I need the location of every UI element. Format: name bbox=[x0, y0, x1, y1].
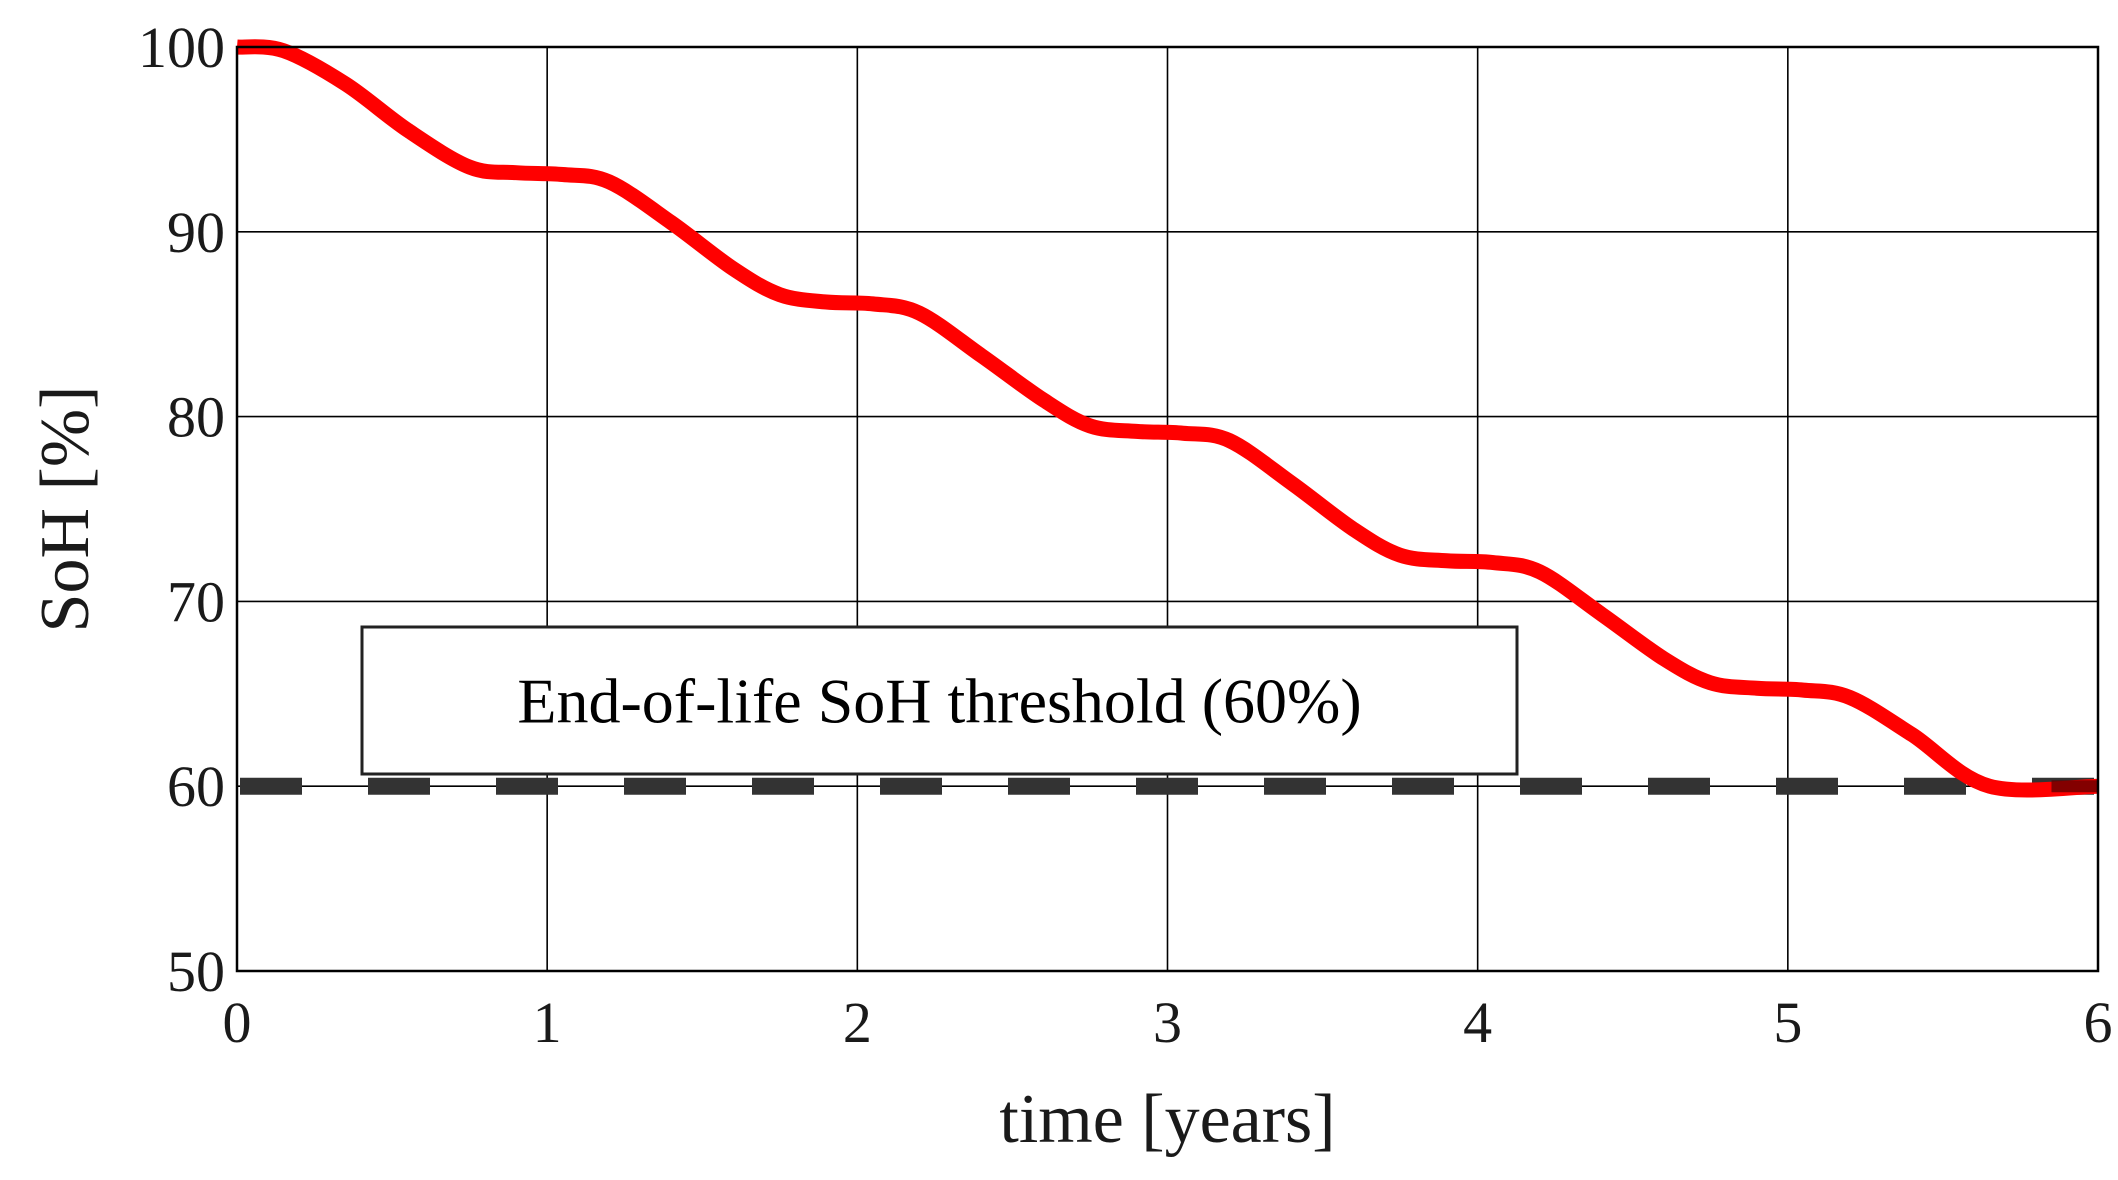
y-tick-label: 60 bbox=[167, 754, 225, 819]
annotation-box bbox=[360, 625, 1519, 776]
tick-labels: 0 1 2 3 4 5 6 50 60 70 80 90 100 bbox=[138, 15, 2113, 1055]
x-tick-label: 4 bbox=[1463, 990, 1492, 1055]
x-tick-label: 1 bbox=[533, 990, 562, 1055]
y-tick-label: 90 bbox=[167, 200, 225, 265]
annotation-layer: End-of-life SoH threshold (60%) bbox=[360, 625, 1519, 776]
series-layer bbox=[236, 39, 2099, 798]
grid bbox=[236, 46, 2099, 972]
x-tick-label: 0 bbox=[223, 990, 252, 1055]
x-tick-label: 2 bbox=[843, 990, 872, 1055]
x-axis-label: time [years] bbox=[999, 1081, 1335, 1158]
x-tick-label: 3 bbox=[1153, 990, 1182, 1055]
soh-line bbox=[236, 39, 2099, 798]
y-tick-label: 80 bbox=[167, 385, 225, 450]
x-tick-label: 5 bbox=[1773, 990, 1802, 1055]
y-tick-label: 50 bbox=[167, 939, 225, 1004]
annotation-text: End-of-life SoH threshold (60%) bbox=[517, 666, 1361, 737]
y-tick-label: 70 bbox=[167, 569, 225, 634]
y-axis-label: SoH [%] bbox=[27, 386, 104, 633]
y-tick-label: 100 bbox=[138, 15, 225, 80]
plot-frame bbox=[235, 45, 2100, 973]
axes bbox=[235, 45, 2100, 973]
x-tick-label: 6 bbox=[2084, 990, 2113, 1055]
